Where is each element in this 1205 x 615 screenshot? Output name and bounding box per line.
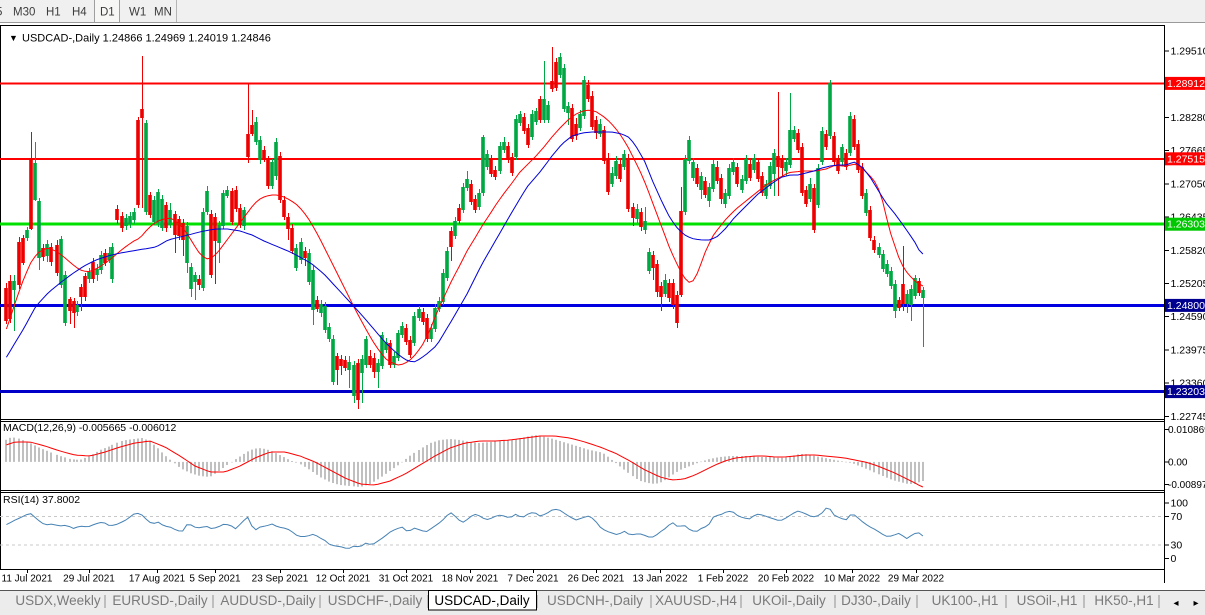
svg-text:USDX,Weekly: USDX,Weekly [15, 593, 101, 608]
svg-text:|: | [649, 593, 653, 608]
svg-text:13 Jan 2022: 13 Jan 2022 [632, 574, 687, 585]
svg-text:7 Dec 2021: 7 Dec 2021 [507, 574, 559, 585]
svg-text:M30: M30 [13, 7, 35, 19]
svg-text:|: | [833, 593, 837, 608]
svg-text:UKOil-,Daily: UKOil-,Daily [752, 593, 826, 608]
svg-text:UK100-,H1: UK100-,H1 [932, 593, 999, 608]
svg-text:0.010869: 0.010869 [1168, 425, 1205, 436]
svg-text:|: | [103, 593, 107, 608]
svg-text:◂: ◂ [1173, 598, 1178, 609]
svg-text:1.23203: 1.23203 [1167, 386, 1205, 398]
svg-text:100: 100 [1171, 497, 1189, 509]
svg-text:-0.008974: -0.008974 [1168, 480, 1205, 491]
svg-text:1.27050: 1.27050 [1171, 178, 1205, 190]
svg-text:RSI(14) 37.8002: RSI(14) 37.8002 [3, 494, 80, 506]
svg-text:26 Dec 2021: 26 Dec 2021 [568, 574, 625, 585]
svg-text:MACD(12,26,9) -0.005665 -0.006: MACD(12,26,9) -0.005665 -0.006012 [3, 422, 177, 434]
svg-text:|: | [739, 593, 743, 608]
svg-text:1.23975: 1.23975 [1171, 344, 1205, 356]
svg-text:XAUUSD-,H4: XAUUSD-,H4 [655, 593, 737, 608]
svg-text:12 Oct 2021: 12 Oct 2021 [316, 574, 371, 585]
svg-text:1.29510: 1.29510 [1171, 46, 1205, 58]
svg-text:1 Feb 2022: 1 Feb 2022 [698, 574, 749, 585]
svg-text:0: 0 [1171, 553, 1177, 565]
svg-text:USDCAD-,Daily: USDCAD-,Daily [434, 593, 530, 608]
svg-text:11 Jul 2021: 11 Jul 2021 [2, 574, 53, 585]
svg-text:1.27515: 1.27515 [1167, 153, 1205, 165]
svg-text:70: 70 [1171, 511, 1183, 523]
svg-text:W1: W1 [129, 7, 146, 19]
svg-text:20 Feb 2022: 20 Feb 2022 [758, 574, 815, 585]
svg-text:1.28280: 1.28280 [1171, 112, 1205, 124]
svg-text:AUDUSD-,Daily: AUDUSD-,Daily [220, 593, 316, 608]
svg-text:|: | [1004, 593, 1008, 608]
svg-text:10 Mar 2022: 10 Mar 2022 [824, 574, 881, 585]
svg-text:|: | [318, 593, 322, 608]
svg-text:5 Sep 2021: 5 Sep 2021 [189, 574, 241, 585]
svg-text:DJ30-,Daily: DJ30-,Daily [841, 593, 911, 608]
svg-text:USOil-,H1: USOil-,H1 [1017, 593, 1078, 608]
svg-text:USDCHF-,Daily: USDCHF-,Daily [328, 593, 423, 608]
svg-text:EURUSD-,Daily: EURUSD-,Daily [112, 593, 208, 608]
svg-text:|: | [915, 593, 919, 608]
svg-text:▼: ▼ [9, 33, 18, 43]
svg-text:H1: H1 [46, 7, 61, 19]
svg-text:|: | [1157, 593, 1161, 608]
svg-text:▸: ▸ [1193, 598, 1198, 609]
svg-text:31 Oct 2021: 31 Oct 2021 [379, 574, 434, 585]
svg-text:0.00: 0.00 [1168, 457, 1188, 468]
svg-text:29 Mar 2022: 29 Mar 2022 [888, 574, 945, 585]
svg-text:23 Sep 2021: 23 Sep 2021 [252, 574, 309, 585]
svg-text:29 Jul 2021: 29 Jul 2021 [63, 574, 115, 585]
svg-text:USDCAD-,Daily 1.24866 1.24969: USDCAD-,Daily 1.24866 1.24969 1.24019 1.… [22, 33, 271, 45]
svg-text:1.24800: 1.24800 [1167, 300, 1205, 312]
svg-text:USDCNH-,Daily: USDCNH-,Daily [547, 593, 643, 608]
svg-text:|: | [211, 593, 215, 608]
svg-text:1.25205: 1.25205 [1171, 278, 1205, 290]
svg-text:5: 5 [0, 7, 2, 19]
svg-text:1.26303: 1.26303 [1167, 219, 1205, 231]
svg-text:1.25820: 1.25820 [1171, 245, 1205, 257]
svg-text:D1: D1 [100, 7, 115, 19]
svg-text:1.22745: 1.22745 [1171, 411, 1205, 423]
svg-text:HK50-,H1: HK50-,H1 [1094, 593, 1153, 608]
svg-text:1.24590: 1.24590 [1171, 311, 1205, 323]
svg-text:MN: MN [154, 7, 172, 19]
svg-text:H4: H4 [72, 7, 87, 19]
svg-text:30: 30 [1171, 539, 1183, 551]
svg-text:17 Aug 2021: 17 Aug 2021 [129, 574, 186, 585]
svg-text:|: | [1082, 593, 1086, 608]
svg-text:18 Nov 2021: 18 Nov 2021 [442, 574, 499, 585]
svg-text:1.28912: 1.28912 [1167, 78, 1205, 90]
